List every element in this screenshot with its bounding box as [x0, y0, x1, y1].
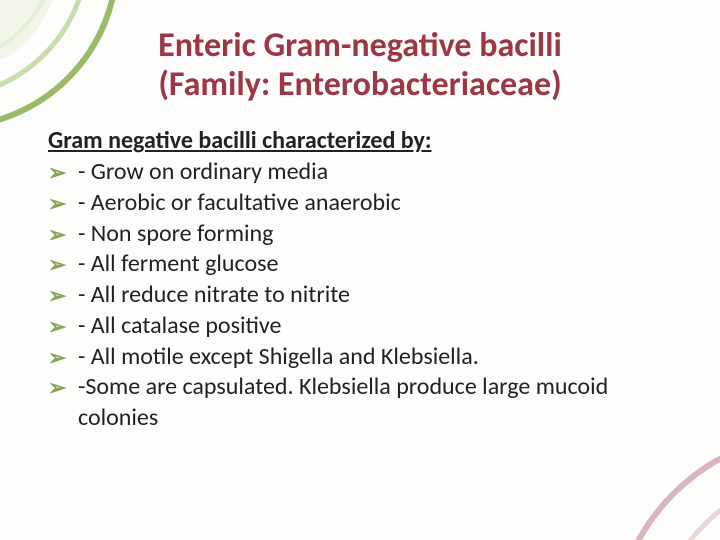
bullet-arrow-icon: ➢	[48, 159, 66, 187]
bullet-arrow-icon: ➢	[48, 251, 66, 279]
list-item-text: - Non spore forming	[78, 219, 273, 248]
slide-title: Enteric Gram-negative bacilli (Family: E…	[46, 26, 674, 104]
title-line-2: (Family: Enterobacteriaceae)	[158, 64, 561, 105]
list-item: ➢ - All reduce nitrate to nitrite	[48, 280, 674, 311]
list-item-text: - All catalase positive	[78, 311, 281, 340]
list-item: ➢ - All ferment glucose	[48, 249, 674, 280]
list-item: ➢ - All motile except Shigella and Klebs…	[48, 342, 674, 373]
list-item: ➢ - All catalase positive	[48, 311, 674, 342]
list-item: ➢ - Non spore forming	[48, 219, 674, 250]
list-item-text: -Some are capsulated. Klebsiella produce…	[78, 372, 608, 432]
list-item-text: - All motile except Shigella and Klebsie…	[78, 342, 479, 371]
subheading: Gram negative bacilli characterized by:	[48, 126, 674, 155]
bullet-arrow-icon: ➢	[48, 221, 66, 249]
list-item: ➢ - Grow on ordinary media	[48, 157, 674, 188]
title-line-1: Enteric Gram-negative bacilli	[158, 25, 562, 66]
characteristics-list: ➢ - Grow on ordinary media ➢ - Aerobic o…	[48, 157, 674, 433]
bullet-arrow-icon: ➢	[48, 313, 66, 341]
list-item-text: - Aerobic or facultative anaerobic	[78, 188, 401, 217]
slide-container: Enteric Gram-negative bacilli (Family: E…	[0, 0, 720, 540]
bullet-arrow-icon: ➢	[48, 374, 66, 402]
bullet-arrow-icon: ➢	[48, 282, 66, 310]
bullet-arrow-icon: ➢	[48, 190, 66, 218]
list-item-text: - All reduce nitrate to nitrite	[78, 280, 350, 309]
list-item-text: - All ferment glucose	[78, 249, 278, 278]
list-item-text: - Grow on ordinary media	[78, 157, 328, 186]
list-item: ➢ - Aerobic or facultative anaerobic	[48, 188, 674, 219]
list-item: ➢ -Some are capsulated. Klebsiella produ…	[48, 372, 674, 433]
bullet-arrow-icon: ➢	[48, 344, 66, 372]
